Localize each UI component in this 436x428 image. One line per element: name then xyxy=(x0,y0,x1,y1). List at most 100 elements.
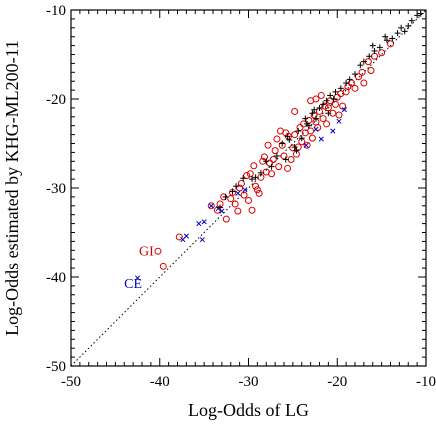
x-tick-label: -50 xyxy=(61,374,81,390)
circle-point xyxy=(234,207,242,215)
plus-point xyxy=(337,85,344,92)
circle-point xyxy=(271,147,279,155)
plus-point xyxy=(382,33,389,40)
x-tick-label: -30 xyxy=(239,374,259,390)
circle-point xyxy=(319,115,327,123)
plus-point xyxy=(309,110,316,117)
plus-point xyxy=(417,10,424,17)
plus-point xyxy=(366,53,373,60)
plus-point xyxy=(398,24,405,31)
plus-point xyxy=(389,35,396,42)
plus-point xyxy=(222,193,229,200)
plus-point xyxy=(405,23,412,30)
x-tick-label: -10 xyxy=(416,374,436,390)
circle-point xyxy=(273,135,281,143)
plot-frame xyxy=(70,9,427,367)
plus-point xyxy=(291,144,298,151)
circle-point xyxy=(269,156,277,164)
circle-point xyxy=(351,84,359,92)
circle-point xyxy=(291,107,299,115)
x-point-stroke xyxy=(196,221,202,227)
circle-point xyxy=(240,191,248,199)
data-points xyxy=(135,10,424,281)
plus-point xyxy=(302,115,309,122)
plus-point xyxy=(330,96,337,102)
circle-point xyxy=(333,93,341,101)
plus-point xyxy=(286,136,293,143)
x-point xyxy=(201,219,207,225)
circle-point xyxy=(253,186,261,194)
plus-point xyxy=(369,42,376,49)
x-point xyxy=(313,126,319,132)
plus-point xyxy=(233,183,240,190)
circle-point xyxy=(250,162,258,170)
circle-point xyxy=(312,95,320,103)
circle-point xyxy=(360,79,368,87)
circle-point xyxy=(275,163,283,171)
circle-point xyxy=(371,52,379,60)
plus-point xyxy=(304,120,311,127)
plus-point xyxy=(249,176,256,183)
x-tick-label: -20 xyxy=(327,374,347,390)
circle-point xyxy=(245,196,252,204)
circle-point xyxy=(291,131,299,139)
circle-point xyxy=(237,180,245,188)
x-point-stroke xyxy=(219,208,225,214)
circle-point xyxy=(355,73,363,81)
diagonal-reference-line xyxy=(70,9,427,367)
circle-point xyxy=(227,195,235,203)
plus-point xyxy=(408,17,415,24)
plus-point xyxy=(263,158,270,165)
plus-point xyxy=(282,156,289,163)
x-point-stroke xyxy=(318,136,324,142)
x-point-stroke xyxy=(313,126,319,132)
x-point xyxy=(208,203,214,209)
y-tick-label: -50 xyxy=(46,359,66,375)
circle-point xyxy=(207,202,215,210)
circle-point xyxy=(252,182,260,190)
plus-point xyxy=(273,152,280,159)
circle-point xyxy=(280,152,288,160)
x-point xyxy=(183,233,189,239)
x-point xyxy=(242,187,248,193)
plus-point xyxy=(312,115,319,122)
x-point xyxy=(336,118,342,124)
plus-point xyxy=(295,128,302,135)
plus-point xyxy=(371,47,378,54)
circle-point xyxy=(296,123,304,131)
x-point-stroke xyxy=(242,187,248,193)
circle-point xyxy=(284,164,292,172)
x-point xyxy=(341,107,347,113)
plus-point xyxy=(320,101,327,108)
x-point-stroke xyxy=(303,142,309,148)
circle-point xyxy=(266,159,274,167)
circle-point xyxy=(175,233,183,241)
circle-point xyxy=(308,134,316,142)
x-point xyxy=(199,237,205,243)
circle-point xyxy=(339,102,347,110)
plus-point xyxy=(323,97,330,104)
plus-point xyxy=(401,28,408,35)
circle-point xyxy=(287,156,295,164)
x-point xyxy=(303,142,309,148)
plus-point xyxy=(352,71,358,78)
x-point xyxy=(235,190,241,196)
annotation-gi: GI xyxy=(139,244,154,259)
circle-point xyxy=(303,141,311,149)
x-axis-label: Log-Odds of LG xyxy=(188,400,309,420)
plus-point xyxy=(284,133,291,140)
circle-point xyxy=(248,206,256,214)
y-tick-label: -30 xyxy=(46,181,66,197)
circle-point xyxy=(264,141,272,149)
y-axis-label: Log-Odds estimated by KHG-ML200-11 xyxy=(2,40,22,336)
plus-point xyxy=(240,175,247,182)
plus-point xyxy=(257,169,264,176)
x-point-stroke xyxy=(201,219,207,225)
circle-point xyxy=(321,102,329,110)
circle-point xyxy=(358,68,366,76)
x-point-stroke xyxy=(135,275,141,281)
circle-point xyxy=(323,120,331,128)
x-point-stroke xyxy=(199,237,205,243)
circle-point xyxy=(387,40,394,48)
